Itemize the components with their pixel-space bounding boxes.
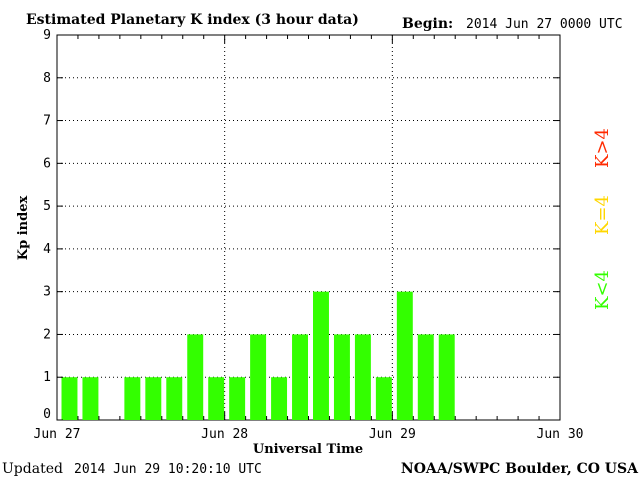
plot-frame (56, 34, 561, 421)
legend: K<4 K=4 K>4 (592, 128, 613, 310)
updated-label: Updated (2, 461, 63, 477)
kp-bar (354, 334, 371, 420)
kp-bar (229, 377, 246, 420)
kp-bar (61, 377, 78, 420)
x-tick-label: Jun 28 (201, 427, 248, 442)
x-axis-label: Universal Time (253, 442, 363, 457)
kp-bar (396, 291, 413, 420)
kp-bar (438, 334, 455, 420)
legend-entry-above-4: K>4 (592, 128, 613, 168)
y-tick-label: 8 (43, 71, 51, 86)
x-tick-label: Jun 29 (369, 427, 416, 442)
kp-bar (333, 334, 350, 420)
legend-entry-equal-4: K=4 (592, 195, 613, 235)
grid-lines (57, 35, 560, 420)
updated-value: 2014 Jun 29 10:20:10 UTC (74, 462, 262, 477)
x-tick-label: Jun 30 (537, 427, 584, 442)
kp-bar (313, 291, 329, 420)
begin-label: Begin: (402, 16, 453, 32)
y-tick-label: 4 (43, 242, 51, 257)
begin-value: 2014 Jun 27 0000 UTC (466, 17, 623, 32)
kp-bar (145, 377, 162, 420)
kp-bar (166, 377, 183, 420)
kp-bar (208, 377, 225, 420)
kp-bar (82, 377, 99, 420)
y-axis-ticks: 0 1 2 3 4 5 6 7 8 9 (43, 28, 560, 422)
y-axis-label: Kp index (16, 196, 31, 261)
y-tick-label: 1 (43, 370, 51, 385)
bar-series (61, 291, 455, 420)
legend-entry-below-4: K<4 (592, 270, 613, 310)
y-tick-label: 0 (43, 407, 51, 422)
y-tick-label: 7 (43, 114, 51, 129)
kp-bar (292, 334, 308, 420)
y-tick-label: 9 (43, 28, 51, 43)
kp-bar (187, 334, 204, 420)
y-tick-label: 6 (43, 156, 51, 171)
kp-bar (375, 377, 392, 420)
source-credit: NOAA/SWPC Boulder, CO USA (401, 461, 639, 477)
x-tick-label: Jun 27 (34, 427, 81, 442)
kp-bar (124, 377, 141, 420)
kp-bar (271, 377, 288, 420)
x-axis-ticks: Jun 27 Jun 28 Jun 29 Jun 30 (34, 35, 584, 442)
kp-bar (250, 334, 267, 420)
y-tick-label: 5 (43, 199, 51, 214)
kp-bar (417, 334, 434, 420)
y-tick-label: 2 (43, 327, 51, 342)
chart-title: Estimated Planetary K index (3 hour data… (26, 12, 359, 28)
y-tick-label: 3 (43, 285, 51, 300)
